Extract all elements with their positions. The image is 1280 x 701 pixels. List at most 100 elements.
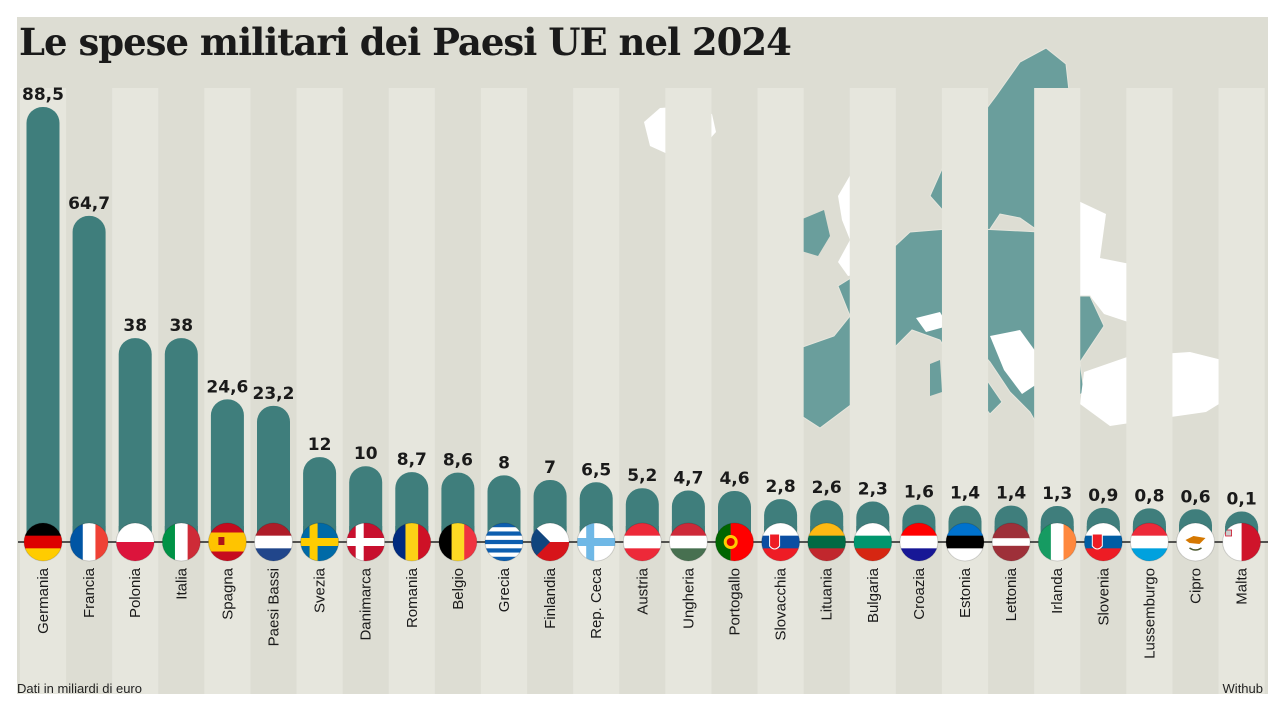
value-label: 64,7 [68,194,110,214]
category-label: Estonia [957,567,974,618]
value-label: 4,6 [719,469,749,489]
value-label: 10 [354,444,378,464]
value-label: 5,2 [627,466,657,486]
bar [303,457,337,546]
value-label: 2,8 [766,477,796,497]
flag-icon [1038,523,1077,561]
flag-icon [1130,523,1169,561]
flag-icon [623,523,662,561]
column-stripe [941,88,989,694]
category-label: Lettonia [1003,567,1020,621]
map-ireland [798,210,830,256]
flag-icon [24,523,62,561]
value-label: 0,6 [1180,487,1210,507]
category-label: Croazia [911,567,928,619]
category-label: Malta [1234,567,1251,604]
flag-icon [946,523,984,561]
value-label: 0,1 [1227,490,1257,510]
bar [210,399,244,546]
category-label: Francia [81,567,98,618]
flag-icon [116,523,155,561]
column-stripe [388,88,435,694]
flag-icon [162,523,201,561]
category-label: Paesi Bassi [266,568,283,646]
flag-icon [346,523,385,561]
category-label: Slovacchia [773,567,790,640]
category-label: Spagna [219,567,236,619]
column-stripe [296,88,343,694]
flag-icon [531,523,570,561]
flag-icon [485,523,523,561]
map-sardinia [930,360,942,396]
map-balkans [990,330,1040,394]
flag-icon [807,523,846,561]
column-stripe [849,88,896,694]
value-label: 8,6 [443,451,473,471]
value-label: 38 [169,316,193,336]
category-label: Portogallo [727,568,744,636]
value-label: 8,7 [397,450,427,470]
category-label: Polonia [127,567,144,618]
category-label: Austria [634,567,651,614]
category-label: Slovenia [1095,567,1112,625]
value-label: 7 [544,458,556,478]
flag-icon [1222,523,1261,561]
flag-icon [899,523,938,561]
value-label: 24,6 [206,377,248,397]
column-stripe [204,88,251,694]
column-stripe [1218,88,1265,694]
flag-icon [300,523,339,561]
column-stripe [480,88,528,694]
value-label: 12 [308,435,332,455]
value-label: 1,3 [1042,484,1072,504]
category-label: Lituania [819,567,836,620]
map-switzerland [916,312,948,332]
category-label: Danimarca [358,567,375,640]
value-label: 0,8 [1134,486,1164,506]
category-label: Cipro [1188,568,1205,604]
category-label: Romania [404,567,421,628]
category-label: Svezia [312,567,329,613]
flag-icon [208,523,247,561]
category-label: Germania [35,567,52,634]
value-label: 8 [498,453,510,473]
bar [118,338,152,546]
category-label: Italia [173,567,190,599]
footnote: Dati in miliardi di euro [17,681,142,696]
flag-icon [70,523,109,561]
bar [72,215,106,546]
category-label: Belgio [450,568,467,610]
value-label: 2,6 [812,478,842,498]
value-label: 88,5 [22,85,64,105]
source-credit: Withub [1222,681,1263,696]
flag-icon [577,523,616,561]
column-stripe [573,88,620,694]
category-label: Finlandia [542,567,559,629]
category-label: Irlanda [1049,567,1066,614]
column-stripe [665,88,712,694]
value-label: 1,4 [996,484,1026,504]
category-label: Lussemburgo [1141,568,1158,659]
flag-icon [715,523,754,561]
flag-icon [853,523,892,561]
flag-icon [992,523,1031,561]
column-stripe [1034,88,1081,694]
flag-icon [392,523,431,561]
value-label: 6,5 [581,460,611,480]
category-label: Ungheria [680,567,697,629]
chart-title: Le spese militari dei Paesi UE nel 2024 [19,20,792,64]
flag-icon [669,523,708,561]
category-label: Grecia [496,567,513,612]
bar [164,338,198,546]
flag-icon [438,523,477,561]
flag-icon [254,523,293,561]
bar [26,107,60,546]
bar [257,405,290,546]
column-stripe [1126,88,1173,694]
flag-icon [761,523,800,561]
value-label: 1,6 [904,483,934,503]
value-label: 0,9 [1088,486,1118,506]
value-label: 4,7 [673,468,703,488]
value-label: 2,3 [858,479,888,499]
